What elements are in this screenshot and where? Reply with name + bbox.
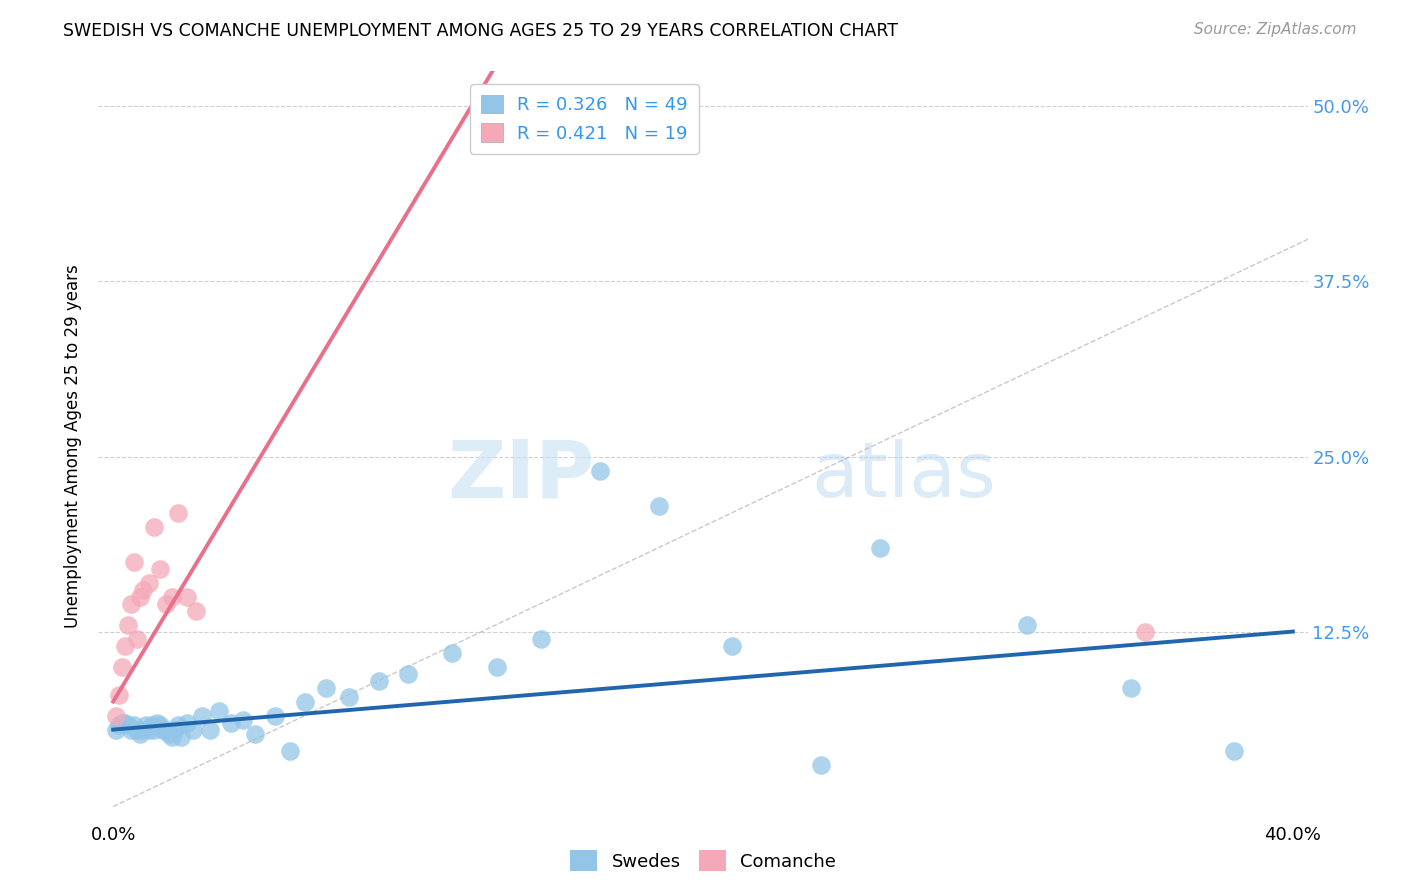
Point (146, 715, 169, 730)
Point (157, 727, 180, 741)
Text: Source: ZipAtlas.com: Source: ZipAtlas.com (1194, 22, 1357, 37)
Point (264, 708, 287, 723)
Point (117, 718, 139, 732)
Point (155, 597, 177, 611)
Point (138, 575, 160, 590)
Point (149, 718, 172, 732)
Point (125, 632, 148, 646)
Point (367, 673, 389, 688)
Point (120, 723, 142, 737)
Point (167, 506, 190, 520)
Point (1223, 743, 1246, 757)
Point (294, 695, 316, 709)
Point (184, 603, 207, 617)
Point (152, 723, 174, 737)
Point (155, 723, 177, 737)
Point (141, 718, 163, 732)
Point (105, 723, 128, 737)
Point (232, 713, 254, 727)
Point (165, 723, 187, 737)
Point (190, 708, 212, 723)
Point (120, 597, 142, 611)
Point (122, 555, 145, 569)
Point (648, 499, 671, 513)
Point (125, 723, 148, 737)
Point (135, 718, 157, 732)
Y-axis label: Unemployment Among Ages 25 to 29 years: Unemployment Among Ages 25 to 29 years (65, 264, 83, 628)
Legend: R = 0.326   N = 49, R = 0.421   N = 19: R = 0.326 N = 49, R = 0.421 N = 19 (470, 84, 699, 153)
Text: SWEDISH VS COMANCHE UNEMPLOYMENT AMONG AGES 25 TO 29 YEARS CORRELATION CHART: SWEDISH VS COMANCHE UNEMPLOYMENT AMONG A… (63, 22, 898, 40)
Point (219, 715, 242, 730)
Point (143, 519, 166, 533)
Point (160, 590, 183, 604)
Point (810, 757, 832, 772)
Point (721, 639, 744, 653)
Point (111, 659, 134, 673)
Point (441, 646, 464, 660)
Point (105, 708, 128, 723)
Point (167, 718, 190, 732)
Point (128, 590, 150, 604)
Text: ZIP: ZIP (447, 437, 595, 515)
Point (138, 723, 160, 737)
Point (128, 727, 150, 741)
Point (1017, 617, 1039, 632)
Point (315, 681, 337, 695)
Point (111, 715, 134, 730)
Point (278, 743, 301, 757)
Point (117, 617, 139, 632)
Point (181, 723, 204, 737)
Point (122, 718, 145, 732)
Point (108, 688, 131, 702)
Point (869, 541, 891, 555)
Point (143, 723, 166, 737)
Point (108, 718, 131, 732)
Point (485, 659, 508, 673)
Point (243, 727, 266, 741)
Point (1135, 624, 1157, 639)
Point (337, 690, 360, 705)
Point (114, 639, 136, 653)
Legend: Swedes, Comanche: Swedes, Comanche (562, 843, 844, 879)
Point (1119, 681, 1142, 695)
Point (149, 561, 172, 575)
Point (396, 666, 419, 681)
Point (200, 723, 222, 737)
Point (208, 705, 231, 719)
Point (176, 715, 198, 730)
Point (170, 730, 193, 744)
Point (176, 590, 198, 604)
Text: atlas: atlas (811, 439, 997, 513)
Point (114, 715, 136, 730)
Point (160, 730, 183, 744)
Point (131, 582, 153, 597)
Point (131, 723, 153, 737)
Point (530, 632, 553, 646)
Point (589, 463, 612, 477)
